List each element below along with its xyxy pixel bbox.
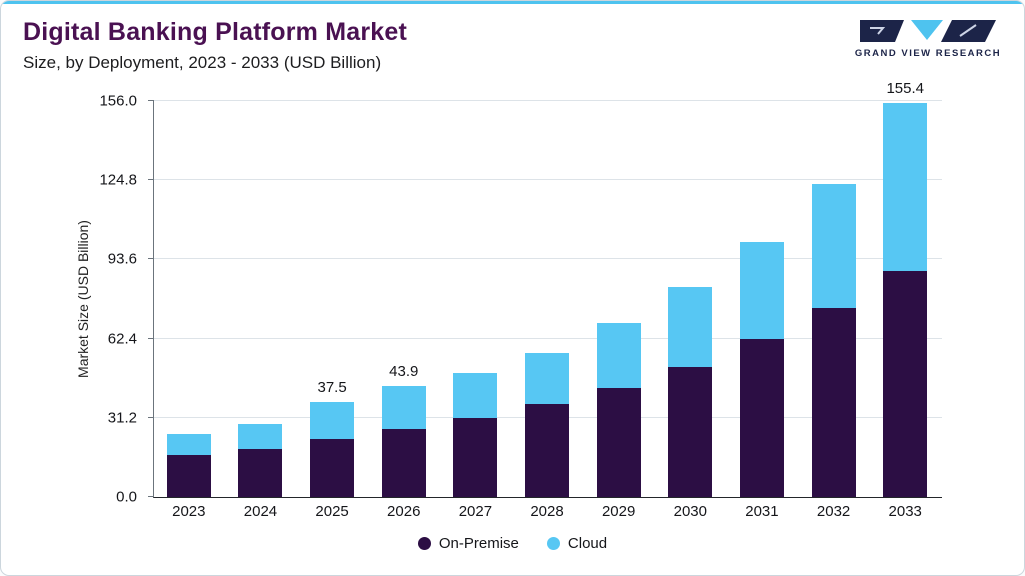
legend-item: On-Premise xyxy=(417,535,519,552)
gridline xyxy=(154,337,942,339)
bar-segment-on-premise xyxy=(453,417,498,497)
y-axis-tick xyxy=(148,337,154,339)
bar-segment-on-premise xyxy=(883,271,928,497)
legend-item: Cloud xyxy=(546,535,608,552)
bar-segment-cloud xyxy=(453,373,498,418)
logo-icon xyxy=(860,20,996,42)
bar-segment-cloud xyxy=(811,183,856,308)
bar-group xyxy=(654,101,726,497)
legend-swatch xyxy=(417,537,431,550)
bar-segment-cloud xyxy=(668,287,713,368)
gridline xyxy=(154,179,942,181)
x-tick-label: 2031 xyxy=(745,503,779,520)
bar-segment-on-premise xyxy=(381,428,426,497)
chart-subtitle: Size, by Deployment, 2023 - 2033 (USD Bi… xyxy=(23,53,382,72)
grand-view-research-logo: GRAND VIEW RESEARCH xyxy=(852,17,1004,59)
x-tick-label: 2030 xyxy=(673,503,707,520)
bar-segment-cloud xyxy=(381,385,426,429)
bar-segment-on-premise xyxy=(596,387,641,497)
legend-label: On-Premise xyxy=(438,535,519,552)
y-tick-label: 156.0 xyxy=(99,92,137,110)
x-tick-label: 2033 xyxy=(888,503,922,520)
top-accent-line xyxy=(1,1,1024,4)
bar-segment-on-premise xyxy=(668,367,713,497)
bar-stack xyxy=(238,423,283,497)
bar-stack xyxy=(310,401,355,497)
bar-stack xyxy=(596,323,641,497)
bar-group xyxy=(440,101,512,497)
y-tick-label: 93.6 xyxy=(107,250,137,268)
y-tick-label: 31.2 xyxy=(107,409,137,427)
bar-group xyxy=(225,101,297,497)
x-tick-label: 2025 xyxy=(315,503,349,520)
x-tick-label: 2023 xyxy=(172,503,206,520)
bar-segment-cloud xyxy=(525,352,570,405)
bar-group xyxy=(798,101,870,497)
bar-segment-cloud xyxy=(166,434,211,456)
bar-stack xyxy=(739,241,784,497)
bar-segment-on-premise xyxy=(739,338,784,497)
x-tick-labels: 2023 2024 2025 2026 2027 2028 2029 2030 2031 2032… xyxy=(153,503,941,520)
bar-group xyxy=(726,101,798,497)
bar-group: 155.4 xyxy=(869,80,941,497)
bar-segment-on-premise xyxy=(166,455,211,497)
x-tick-label: 2027 xyxy=(458,503,493,520)
y-axis-tick xyxy=(148,100,154,101)
gridline xyxy=(154,100,942,101)
x-tick-label: 2026 xyxy=(387,503,421,520)
y-axis-tick xyxy=(148,496,154,497)
y-tick-label: 0.0 xyxy=(116,488,137,506)
legend: On-Premise Cloud xyxy=(1,535,1024,552)
bar-stack xyxy=(525,352,570,497)
y-tick-label: 124.8 xyxy=(99,171,137,189)
y-axis-tick xyxy=(148,416,154,418)
bar-group xyxy=(153,101,225,497)
gridline xyxy=(154,258,942,260)
y-tick-label: 62.4 xyxy=(107,330,137,348)
x-tick-label: 2032 xyxy=(816,503,851,520)
x-tick-label: 2029 xyxy=(601,503,636,520)
header: Digital Banking Platform Market Size, by… xyxy=(23,18,407,73)
bar-segment-cloud xyxy=(310,401,355,439)
y-tick-labels: 0.0 31.2 62.4 93.6 124.8 156.0 xyxy=(1,93,145,506)
bar-total-label: 43.9 xyxy=(389,362,419,380)
bar-segment-on-premise xyxy=(811,307,856,497)
bar-stack xyxy=(166,434,211,497)
legend-swatch xyxy=(546,537,560,550)
chart-title: Digital Banking Platform Market xyxy=(23,18,408,46)
bar-segment-on-premise xyxy=(310,438,355,497)
bar-stack xyxy=(668,287,713,497)
x-tick-label: 2024 xyxy=(243,503,278,520)
bar-segment-on-premise xyxy=(525,404,570,497)
bars: 37.5 43.9 155.4 xyxy=(153,80,941,497)
bar-segment-cloud xyxy=(739,241,784,339)
bar-group: 37.5 xyxy=(296,101,368,497)
bar-segment-cloud xyxy=(596,323,641,388)
bar-segment-cloud xyxy=(883,102,928,272)
bar-group xyxy=(583,101,655,497)
bar-segment-on-premise xyxy=(238,448,283,497)
y-axis-tick xyxy=(148,179,154,181)
bar-stack xyxy=(883,102,928,497)
bar-total-label: 155.4 xyxy=(886,79,924,97)
bar-stack xyxy=(453,373,498,497)
logo-text: GRAND VIEW RESEARCH xyxy=(854,48,1002,59)
bar-group xyxy=(511,101,583,497)
bar-segment-cloud xyxy=(238,423,283,449)
x-tick-label: 2028 xyxy=(530,503,564,520)
y-axis-tick xyxy=(148,258,154,260)
bar-stack xyxy=(811,183,856,497)
bar-stack xyxy=(381,385,426,497)
bar-total-label: 37.5 xyxy=(317,378,347,396)
legend-label: Cloud xyxy=(567,535,608,552)
bar-group: 43.9 xyxy=(368,101,440,497)
